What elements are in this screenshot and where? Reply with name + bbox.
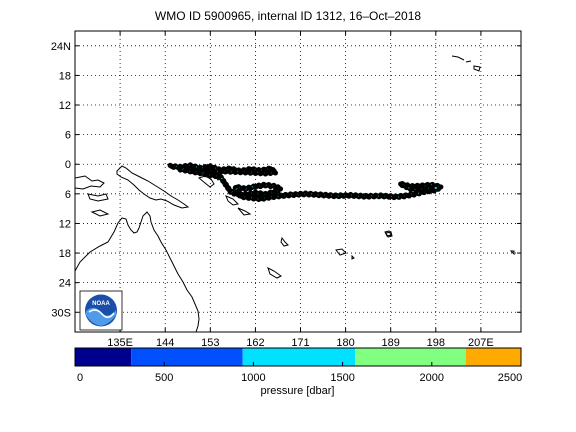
coastline-vanuatu xyxy=(280,236,289,247)
colorbar-tick-label: 500 xyxy=(155,372,173,384)
lon-tick-label: 153 xyxy=(201,337,219,349)
noaa-logo: NOAA xyxy=(79,290,123,331)
lat-tick-label: 0 xyxy=(65,159,71,171)
colorbar-frame xyxy=(74,347,522,367)
colorbar-label: pressure [dbar] xyxy=(260,385,335,397)
coastline-australia xyxy=(75,211,200,332)
lon-tick-label: 180 xyxy=(336,337,354,349)
colorbar-tick-label: 1500 xyxy=(330,372,354,384)
pressure-colorbar: 0 500 1000 1500 2000 2500 xyxy=(74,347,522,384)
colorbar-tick-label: 0 xyxy=(77,372,83,384)
coastline-new-caledonia xyxy=(267,267,282,279)
coastline-samoa xyxy=(384,230,392,237)
map-frame xyxy=(74,30,522,333)
noaa-logo-wave xyxy=(86,307,116,326)
lat-tick-label: 12 xyxy=(59,218,71,230)
lon-tick-label: 171 xyxy=(291,337,309,349)
coastline-tonga xyxy=(351,250,515,260)
coastline-borneo-sulawesi xyxy=(75,175,109,202)
coastline-solomon-islands xyxy=(225,195,252,216)
coastline-new-guinea xyxy=(116,165,190,209)
map-axes: 135E 144 153 162 171 180 189 198 207E 24N 18 12 6 0 6 1… xyxy=(51,31,521,349)
lon-tick-label: 162 xyxy=(246,337,264,349)
map-title: WMO ID 5900965, internal ID 1312, 16–Oct… xyxy=(154,9,422,23)
coastline-hawaii xyxy=(451,55,481,72)
float-track xyxy=(167,162,444,203)
lat-tick-label: 24N xyxy=(51,41,71,53)
lat-tick-label: 6 xyxy=(65,189,71,201)
lat-tick-label: 6 xyxy=(65,130,71,142)
colorbar-band xyxy=(242,348,356,366)
noaa-logo-text: NOAA xyxy=(92,301,110,307)
float-pressure-marker xyxy=(434,186,437,190)
map-plot-area xyxy=(75,31,521,332)
colorbar-band xyxy=(75,348,132,366)
colorbar-band xyxy=(131,348,243,366)
colorbar-tick-label: 2500 xyxy=(498,372,522,384)
lon-tick-label: 144 xyxy=(156,337,174,349)
lon-tick-label: 198 xyxy=(427,337,445,349)
colorbar-band xyxy=(465,348,521,366)
lat-tick-label: 30S xyxy=(51,307,71,319)
lat-tick-label: 12 xyxy=(59,100,71,112)
lon-tick-label: 189 xyxy=(382,337,400,349)
lat-tick-label: 18 xyxy=(59,70,71,82)
lon-tick-label: 135E xyxy=(107,337,133,349)
colorbar-tick-label: 1000 xyxy=(241,372,265,384)
colorbar-tick-label: 2000 xyxy=(420,372,444,384)
lat-tick-label: 18 xyxy=(59,248,71,260)
lat-tick-label: 24 xyxy=(59,278,71,290)
colorbar-band xyxy=(355,348,466,366)
lon-tick-label: 207E xyxy=(468,337,494,349)
coastline-timor xyxy=(90,209,110,217)
